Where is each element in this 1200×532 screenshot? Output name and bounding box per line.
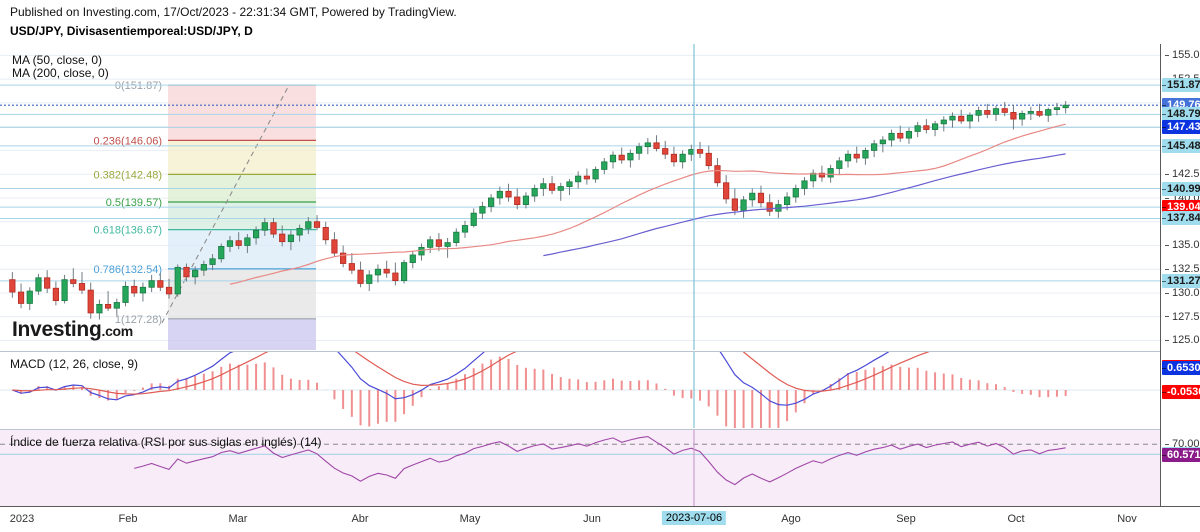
price-axis-badge[interactable]: 148.79 bbox=[1162, 107, 1200, 122]
rsi-axis-tick: 70.0000 bbox=[1165, 438, 1200, 450]
price-axis-badge[interactable]: 147.43 bbox=[1162, 120, 1200, 135]
ma50-line bbox=[229, 123, 1066, 285]
pane-divider-rsi bbox=[0, 429, 1200, 430]
price-axis-tick: 132.50 bbox=[1165, 263, 1200, 275]
investing-watermark: Investing.com bbox=[12, 318, 133, 342]
watermark-suffix: .com bbox=[101, 323, 133, 339]
rsi-pane[interactable] bbox=[0, 430, 1160, 506]
price-axis-badge[interactable]: 140.99 bbox=[1162, 181, 1200, 196]
price-axis-tick: 125.00 bbox=[1165, 334, 1200, 346]
price-axis-badge[interactable]: 131.27 bbox=[1162, 273, 1200, 288]
fib-level-label: 0.382(142.48) bbox=[94, 169, 163, 181]
fib-level-label: 0.236(146.06) bbox=[94, 135, 163, 147]
symbol-title: USD/JPY, Divisasentiemporeal:USD/JPY, D bbox=[10, 24, 253, 38]
rsi-legend: Índice de fuerza relativa (RSI por sus s… bbox=[10, 435, 322, 449]
price-legend: MA (50, close, 0) MA (200, close, 0) bbox=[12, 54, 109, 80]
time-axis-tick: Ago bbox=[781, 513, 801, 525]
price-axis-badge[interactable]: 151.87 bbox=[1162, 78, 1200, 93]
macd-line bbox=[12, 352, 890, 406]
value-axis[interactable]: 155.00152.50150.00147.50145.00142.50140.… bbox=[1160, 44, 1200, 506]
price-axis-badge[interactable]: 139.04 bbox=[1162, 200, 1200, 215]
time-axis[interactable]: 2023 Feb Mar Abr May Jun Ago Sep Oct Nov 2023-07-0… bbox=[0, 506, 1200, 532]
price-axis-badge[interactable]: 145.48 bbox=[1162, 138, 1200, 153]
macd-signal-line bbox=[12, 352, 930, 395]
price-axis-tick: 130.00 bbox=[1165, 287, 1200, 299]
price-axis-tick: 142.50 bbox=[1165, 168, 1200, 180]
time-axis-tick: May bbox=[459, 513, 481, 525]
time-axis-tick: Mar bbox=[228, 513, 248, 525]
fib-level-label: 0.618(136.67) bbox=[94, 225, 163, 237]
time-axis-tick: Sep bbox=[896, 513, 916, 525]
price-axis-badge[interactable]: 137.84 bbox=[1162, 211, 1200, 226]
legend-ma50-label: MA (50, close, 0) bbox=[12, 53, 103, 67]
time-axis-tick: Oct bbox=[1007, 513, 1025, 525]
rsi-line bbox=[134, 436, 1066, 486]
macd-pane[interactable] bbox=[0, 352, 1160, 428]
fib-level-label: 1(127.28) bbox=[115, 314, 162, 326]
rsi-axis-badge[interactable]: 60.5715 bbox=[1162, 448, 1200, 463]
time-axis-highlight-badge[interactable]: 2023-07-06 bbox=[661, 511, 727, 525]
price-axis-tick: 127.50 bbox=[1165, 311, 1200, 323]
pane-divider-macd bbox=[0, 351, 1200, 352]
price-pane[interactable]: 0(151.87) 0.236(146.06) 0.382(142.48) 0.5(1… bbox=[0, 44, 1160, 350]
fib-level-label: 0.786(132.54) bbox=[94, 264, 163, 276]
price-axis-tick: 155.00 bbox=[1165, 49, 1200, 61]
macd-axis-badge[interactable]: -0.0530 bbox=[1162, 384, 1200, 399]
published-line: Published on Investing.com, 17/Oct/2023 … bbox=[10, 5, 457, 19]
watermark-brand: Investing bbox=[12, 318, 102, 341]
time-axis-tick: 2023 bbox=[9, 513, 35, 525]
rsi-plot bbox=[0, 430, 1160, 506]
price-axis-tick: 135.00 bbox=[1165, 239, 1200, 251]
fib-level-label: 0.5(139.57) bbox=[106, 197, 162, 209]
candle-series bbox=[9, 101, 1069, 320]
macd-legend: MACD (12, 26, close, 9) bbox=[10, 357, 139, 371]
fib-level-label: 0(151.87) bbox=[115, 80, 162, 92]
time-axis-tick: Abr bbox=[351, 513, 369, 525]
legend-ma200-label: MA (200, close, 0) bbox=[12, 66, 109, 80]
time-axis-tick: Feb bbox=[118, 513, 138, 525]
time-axis-tick: Nov bbox=[1117, 513, 1137, 525]
time-axis-tick: Jun bbox=[583, 513, 601, 525]
macd-histogram bbox=[20, 356, 1067, 428]
macd-plot bbox=[0, 352, 1160, 428]
macd-axis-badge[interactable]: 0.6530 bbox=[1162, 361, 1200, 376]
price-plot: 0(151.87) 0.236(146.06) 0.382(142.48) 0.5(1… bbox=[0, 44, 1160, 350]
ma200-line bbox=[543, 153, 1066, 257]
